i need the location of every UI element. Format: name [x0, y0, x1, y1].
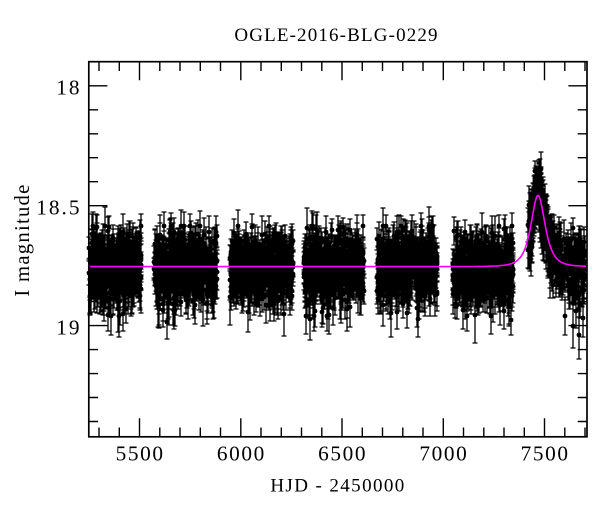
svg-text:18: 18 [56, 76, 81, 100]
svg-text:6500: 6500 [318, 442, 367, 466]
svg-text:HJD - 2450000: HJD - 2450000 [270, 476, 405, 497]
svg-text:7000: 7000 [419, 442, 468, 466]
svg-text:5500: 5500 [116, 442, 165, 466]
svg-text:OGLE-2016-BLG-0229: OGLE-2016-BLG-0229 [234, 25, 438, 46]
svg-text:19: 19 [56, 315, 81, 339]
svg-text:18.5: 18.5 [36, 196, 81, 220]
svg-text:I magnitude: I magnitude [12, 183, 34, 296]
svg-text:6000: 6000 [217, 442, 266, 466]
svg-text:7500: 7500 [521, 442, 570, 466]
